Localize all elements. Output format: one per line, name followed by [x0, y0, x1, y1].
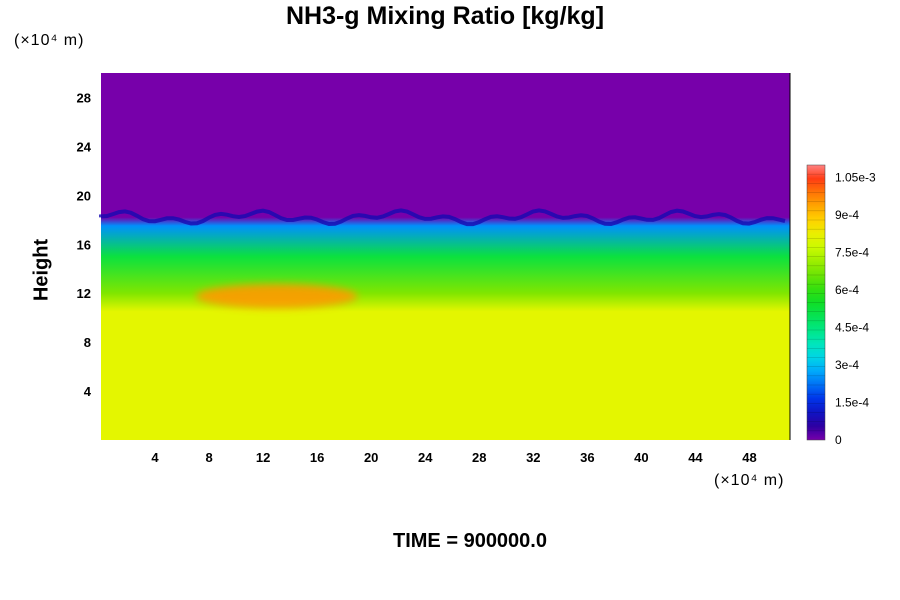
colorbar: 1.05e-3 9e-4 7.5e-4 6e-4 4.5e-4 3e-4 1.5e-4 0: [806, 164, 876, 447]
colorbar-label: 7.5e-4: [835, 246, 869, 260]
y-tick-label: 8: [84, 335, 91, 350]
x-tick-label: 12: [256, 450, 270, 465]
colorbar-label: 6e-4: [835, 283, 859, 297]
x-tick-label: 24: [418, 450, 433, 465]
y-tick-label: 28: [77, 90, 91, 105]
x-tick-label: 36: [580, 450, 594, 465]
x-tick-label: 8: [205, 450, 212, 465]
colorbar-label: 1.5e-4: [835, 396, 869, 410]
x-tick-label: 32: [526, 450, 540, 465]
y-tick-label: 24: [77, 139, 92, 154]
time-label: TIME = 900000.0: [393, 530, 547, 552]
x-axis-unit: (×10⁴ m): [714, 472, 785, 489]
plot-area: [99, 73, 791, 440]
y-tick-label: 4: [84, 384, 92, 399]
heatmap-field: [101, 73, 790, 440]
colorbar-label: 9e-4: [835, 208, 859, 222]
x-tick-label: 40: [634, 450, 648, 465]
maximum-patch: [195, 284, 358, 309]
colorbar-label: 4.5e-4: [835, 321, 869, 335]
x-tick-label: 28: [472, 450, 486, 465]
chart-title: NH3-g Mixing Ratio [kg/kg]: [285, 2, 605, 30]
y-tick-label: 16: [77, 237, 91, 252]
y-tick-label: 20: [77, 188, 91, 203]
colorbar-label: 3e-4: [835, 358, 859, 372]
y-axis-unit: (×10⁴ m): [14, 32, 85, 49]
colorbar-gradient: [806, 164, 826, 441]
x-tick-label: 44: [688, 450, 703, 465]
colorbar-label: 0: [835, 433, 842, 447]
colorbar-label: 1.05e-3: [835, 171, 876, 185]
x-tick-label: 4: [151, 450, 159, 465]
x-tick-label: 16: [310, 450, 324, 465]
x-tick-label: 48: [742, 450, 756, 465]
x-tick-label: 20: [364, 450, 378, 465]
y-axis: 4 8 12 16 20 24 28: [77, 90, 92, 399]
boundary-band: [99, 208, 786, 227]
x-axis: 4 8 12 16 20 24 28 32 36 40 44 48: [151, 450, 756, 465]
y-tick-label: 12: [77, 286, 91, 301]
